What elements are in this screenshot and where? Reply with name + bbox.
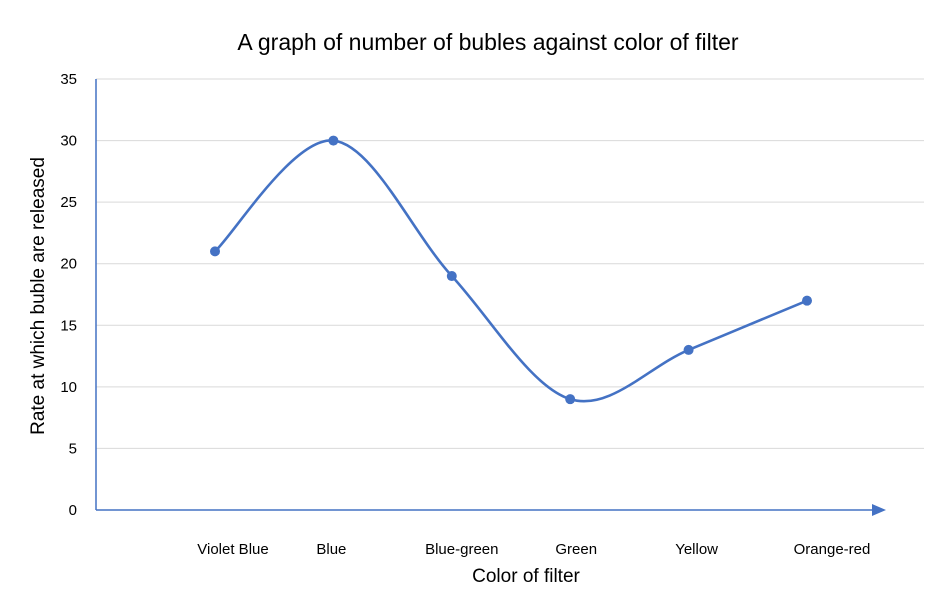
chart-title: A graph of number of bubles against colo… bbox=[237, 29, 739, 55]
x-tick-label: Blue bbox=[316, 541, 346, 558]
x-tick-label: Yellow bbox=[675, 541, 718, 558]
axes bbox=[95, 79, 886, 516]
y-tick-label: 35 bbox=[60, 71, 77, 88]
data-point-violet-blue bbox=[210, 246, 220, 257]
y-tick-label: 0 bbox=[69, 502, 77, 519]
y-tick-label: 5 bbox=[69, 440, 77, 457]
y-tick-labels: 0 5 10 15 20 25 30 35 bbox=[60, 71, 77, 519]
data-point-yellow bbox=[683, 344, 694, 355]
y-tick-label: 30 bbox=[60, 133, 77, 150]
y-tick-label: 20 bbox=[60, 256, 77, 273]
y-tick-label: 10 bbox=[60, 379, 77, 396]
series-layer bbox=[210, 135, 812, 405]
data-point-blue-green bbox=[446, 271, 457, 282]
y-axis-title: Rate at which buble are released bbox=[28, 157, 49, 435]
x-axis-title: Color of filter bbox=[472, 566, 580, 587]
x-tick-label: Green bbox=[555, 541, 597, 558]
x-axis-arrowhead bbox=[872, 504, 886, 516]
x-tick-labels: Violet Blue Blue Blue-green Green Yellow Oran… bbox=[197, 541, 870, 558]
y-tick-label: 25 bbox=[60, 194, 77, 211]
y-tick-label: 15 bbox=[60, 317, 77, 334]
data-point-green bbox=[565, 394, 576, 405]
x-tick-label: Violet Blue bbox=[197, 541, 268, 558]
gridlines bbox=[96, 78, 924, 449]
x-tick-label: Orange-red bbox=[794, 541, 871, 558]
data-point-blue bbox=[328, 135, 339, 146]
series-line bbox=[214, 139, 808, 403]
x-tick-label: Blue-green bbox=[425, 541, 498, 558]
data-point-orange-red bbox=[802, 295, 812, 306]
